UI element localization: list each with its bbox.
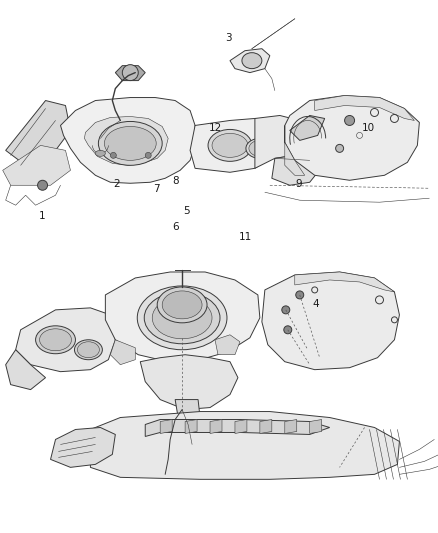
- Text: 10: 10: [361, 123, 374, 133]
- Polygon shape: [160, 419, 172, 433]
- Polygon shape: [284, 95, 418, 180]
- Polygon shape: [261, 272, 399, 370]
- Text: 8: 8: [172, 176, 179, 187]
- Text: 7: 7: [152, 184, 159, 195]
- Ellipse shape: [248, 140, 270, 156]
- Ellipse shape: [137, 286, 226, 350]
- Polygon shape: [140, 355, 237, 409]
- Circle shape: [281, 306, 289, 314]
- Circle shape: [295, 291, 303, 299]
- Polygon shape: [309, 419, 321, 433]
- Ellipse shape: [104, 126, 156, 160]
- Circle shape: [283, 326, 291, 334]
- Ellipse shape: [157, 287, 207, 323]
- Ellipse shape: [241, 53, 261, 69]
- Circle shape: [122, 64, 138, 80]
- Ellipse shape: [39, 329, 71, 351]
- Polygon shape: [6, 101, 71, 165]
- Ellipse shape: [245, 139, 273, 158]
- Polygon shape: [271, 155, 317, 185]
- Text: 2: 2: [113, 179, 120, 189]
- Polygon shape: [84, 117, 168, 165]
- Polygon shape: [289, 116, 324, 140]
- Polygon shape: [190, 118, 274, 172]
- Polygon shape: [284, 125, 304, 175]
- Text: 1: 1: [39, 211, 46, 221]
- Polygon shape: [314, 95, 413, 120]
- Polygon shape: [6, 350, 46, 390]
- Circle shape: [38, 180, 47, 190]
- Ellipse shape: [162, 291, 201, 319]
- Ellipse shape: [95, 150, 105, 156]
- Ellipse shape: [35, 326, 75, 354]
- Ellipse shape: [77, 342, 99, 358]
- Polygon shape: [185, 419, 197, 433]
- Text: 3: 3: [224, 33, 231, 43]
- Polygon shape: [175, 400, 200, 427]
- Ellipse shape: [144, 292, 219, 344]
- Circle shape: [335, 144, 343, 152]
- Polygon shape: [50, 427, 115, 467]
- Polygon shape: [209, 419, 222, 433]
- Polygon shape: [254, 116, 309, 168]
- Text: 4: 4: [312, 298, 318, 309]
- Ellipse shape: [152, 297, 212, 339]
- Polygon shape: [230, 49, 269, 72]
- Ellipse shape: [98, 122, 162, 165]
- Circle shape: [145, 152, 151, 158]
- Polygon shape: [215, 335, 240, 355]
- Polygon shape: [145, 419, 329, 437]
- Polygon shape: [234, 419, 246, 433]
- Polygon shape: [294, 272, 394, 292]
- Polygon shape: [105, 272, 259, 362]
- Text: 6: 6: [172, 222, 179, 232]
- Polygon shape: [16, 308, 115, 372]
- Polygon shape: [110, 340, 135, 365]
- Text: 5: 5: [183, 206, 190, 216]
- Ellipse shape: [208, 130, 251, 161]
- Text: 9: 9: [294, 179, 301, 189]
- Text: 11: 11: [239, 232, 252, 243]
- Circle shape: [344, 116, 354, 125]
- Text: 12: 12: [208, 123, 221, 133]
- Polygon shape: [259, 419, 271, 433]
- Polygon shape: [3, 146, 71, 185]
- Ellipse shape: [212, 133, 247, 157]
- Circle shape: [110, 152, 116, 158]
- Polygon shape: [284, 419, 296, 433]
- Polygon shape: [90, 411, 399, 479]
- Polygon shape: [115, 66, 145, 80]
- Polygon shape: [60, 98, 194, 183]
- Ellipse shape: [74, 340, 102, 360]
